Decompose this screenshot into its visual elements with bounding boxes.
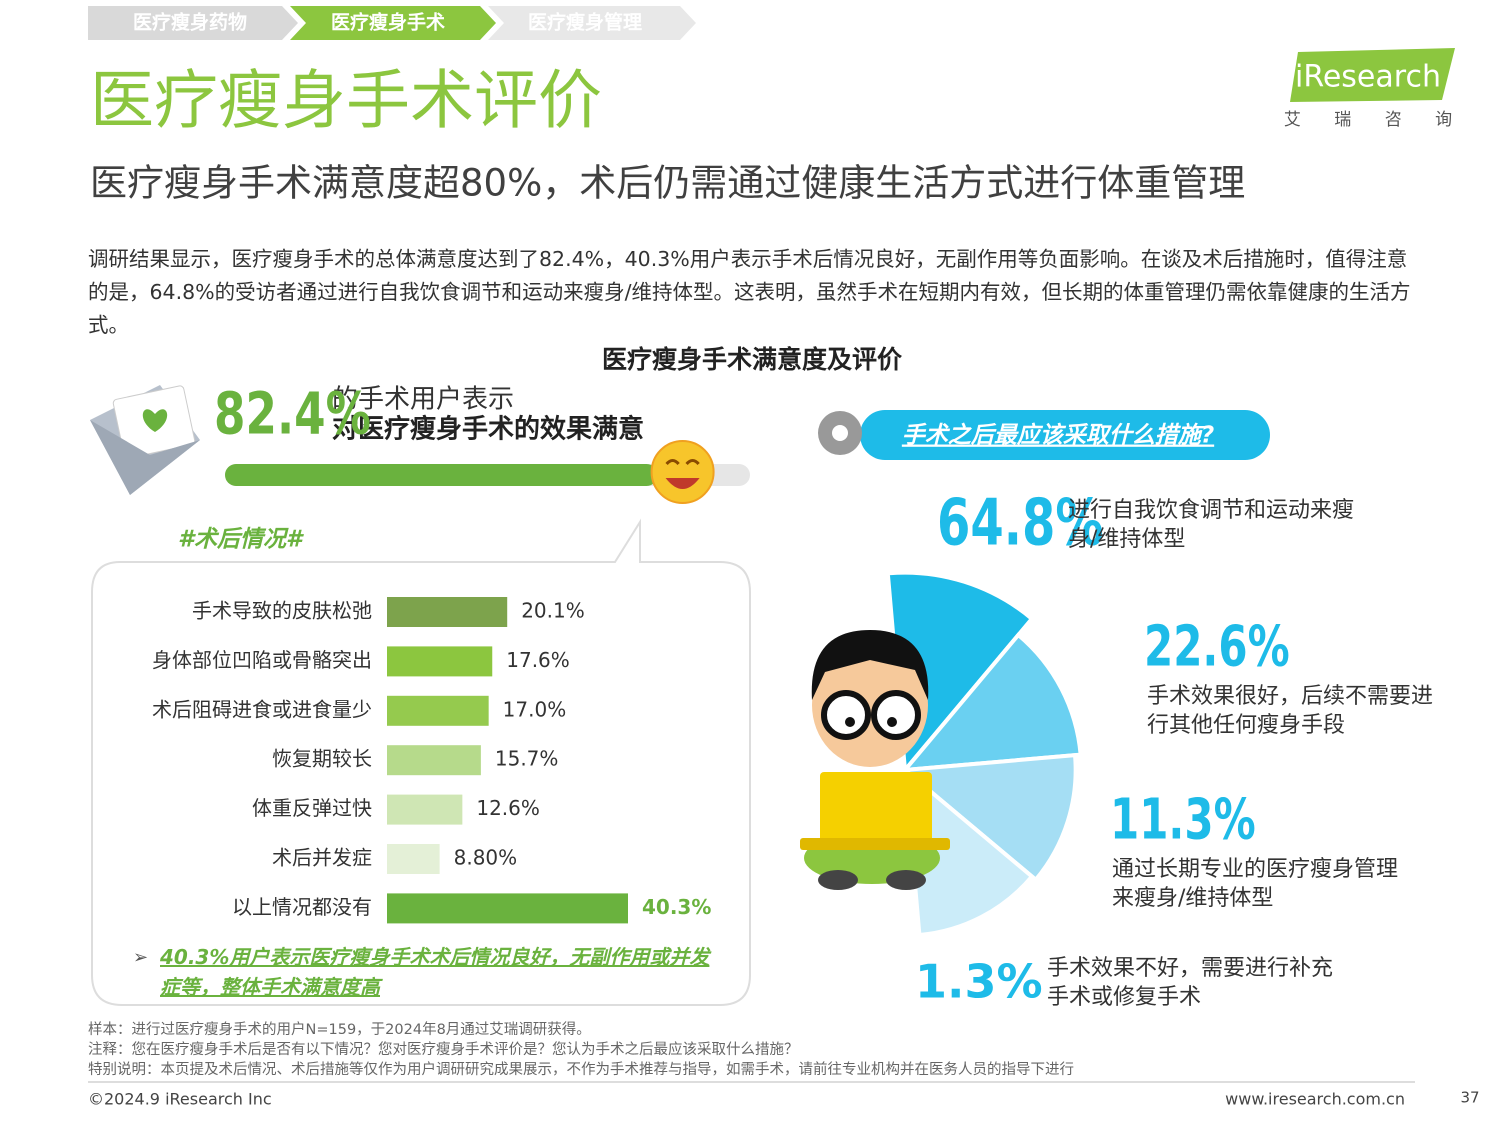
pie-category: 进行自我饮食调节和运动来瘦身/维持体型 — [1068, 498, 1355, 552]
cartoon-boy — [800, 630, 950, 890]
pie-wedge — [902, 765, 1035, 938]
pie-category: 手术效果很好，后续不需要进行其他任何瘦身手段 — [1147, 684, 1434, 738]
bar-category: 恢复期较长 — [272, 747, 372, 771]
footer-note: 样本：进行过医疗瘦身手术的用户N=159，于2024年8月通过艾瑞调研获得。 — [88, 1022, 591, 1038]
website: www.iresearch.com.cn — [1225, 1090, 1405, 1109]
bar-category: 术后阻碍进食或进食量少 — [152, 697, 372, 721]
pie-title: 手术之后最应该采取什么措施? — [902, 422, 1214, 449]
pie-value-label: 64.8% — [937, 486, 1103, 561]
pie-wedge — [900, 752, 1078, 883]
pie-value-label: 11.3% — [1110, 786, 1256, 852]
pie-value-label: 22.6% — [1144, 613, 1290, 679]
footer-notes: 样本：进行过医疗瘦身手术的用户N=159，于2024年8月通过艾瑞调研获得。 注… — [88, 1020, 1418, 1080]
nav-label: 医疗瘦身药物 — [133, 11, 247, 34]
smiley-eyes — [665, 459, 700, 466]
question-pill — [860, 410, 1270, 460]
bar — [387, 745, 481, 776]
pill-knob-center — [832, 425, 848, 441]
satisfaction-line2: 对医疗瘦身手术的效果满意 — [332, 414, 644, 445]
nav-label: 医疗瘦身管理 — [528, 11, 642, 34]
bar-value-label: 20.1% — [521, 599, 585, 623]
footer-note: 注释：您在医疗瘦身手术后是否有以下情况？您对医疗瘦身手术评价是？您认为手术之后最… — [88, 1042, 799, 1058]
page-number: 37 — [1460, 1089, 1479, 1107]
bar-value-label: 17.0% — [503, 697, 567, 721]
logo-cn: 艾 瑞 咨 询 — [1284, 110, 1466, 130]
bar-title: #术后情况# — [178, 527, 304, 553]
progress-fill — [225, 464, 658, 486]
bar-value-label: 17.6% — [506, 648, 570, 672]
pie-wedge — [900, 632, 1083, 773]
pie-category: 手术效果不好，需要进行补充手术或修复手术 — [1047, 956, 1334, 1010]
page-subtitle: 医疗瘦身手术满意度超80%，术后仍需通过健康生活方式进行体重管理 — [90, 162, 1245, 205]
logo-badge — [1290, 48, 1455, 102]
nav-tab — [290, 6, 496, 40]
smiley-mouth — [665, 478, 700, 489]
nav-tab — [488, 6, 696, 40]
bar — [387, 794, 463, 825]
satisfaction-line1: 的手术用户表示 — [332, 385, 514, 415]
satisfaction-value: 82.4% — [214, 381, 371, 448]
smiley — [650, 440, 715, 504]
bar — [387, 646, 493, 677]
logo-brand: iResearch — [1295, 60, 1441, 95]
note-arrow: ➢ — [133, 947, 148, 968]
bar-value-label: 12.6% — [476, 796, 540, 820]
section-title: 医疗瘦身手术满意度及评价 — [602, 345, 903, 374]
bar-category: 体重反弹过快 — [252, 796, 372, 820]
nav-label: 医疗瘦身手术 — [331, 11, 445, 34]
footer-note: 特别说明：本页提及术后情况、术后措施等仅作为用户调研研究成果展示，不作为手术推荐… — [88, 1062, 1074, 1078]
bar-value-label: 8.80% — [454, 846, 518, 870]
pie-category: 通过长期专业的医疗瘦身管理来瘦身/维持体型 — [1112, 857, 1399, 911]
bar-category: 身体部位凹陷或骨骼突出 — [152, 648, 372, 672]
bar — [387, 597, 508, 627]
nav-tab — [88, 6, 298, 40]
bar — [387, 695, 489, 726]
bar-value-label: 40.3% — [642, 895, 711, 919]
pie-value-label: 1.3% — [915, 955, 1043, 1009]
envelope-icon — [90, 385, 200, 495]
copyright: ©2024.9 iResearch Inc — [88, 1090, 272, 1109]
bar-category: 术后并发症 — [272, 846, 372, 870]
bar-category: 以上情况都没有 — [232, 895, 372, 919]
bar-value-label: 15.7% — [495, 747, 559, 771]
body-text: 调研结果显示，医疗瘦身手术的总体满意度达到了82.4%，40.3%用户表示手术后… — [88, 247, 1411, 337]
bar-category: 手术导致的皮肤松弛 — [192, 599, 372, 623]
bar-note: 40.3%用户表示医疗瘦身手术术后情况良好，无副作用或并发症等，整体手术满意度高 — [160, 945, 710, 999]
bar — [387, 844, 440, 874]
page-title: 医疗瘦身手术评价 — [90, 65, 602, 139]
bar — [387, 893, 628, 924]
